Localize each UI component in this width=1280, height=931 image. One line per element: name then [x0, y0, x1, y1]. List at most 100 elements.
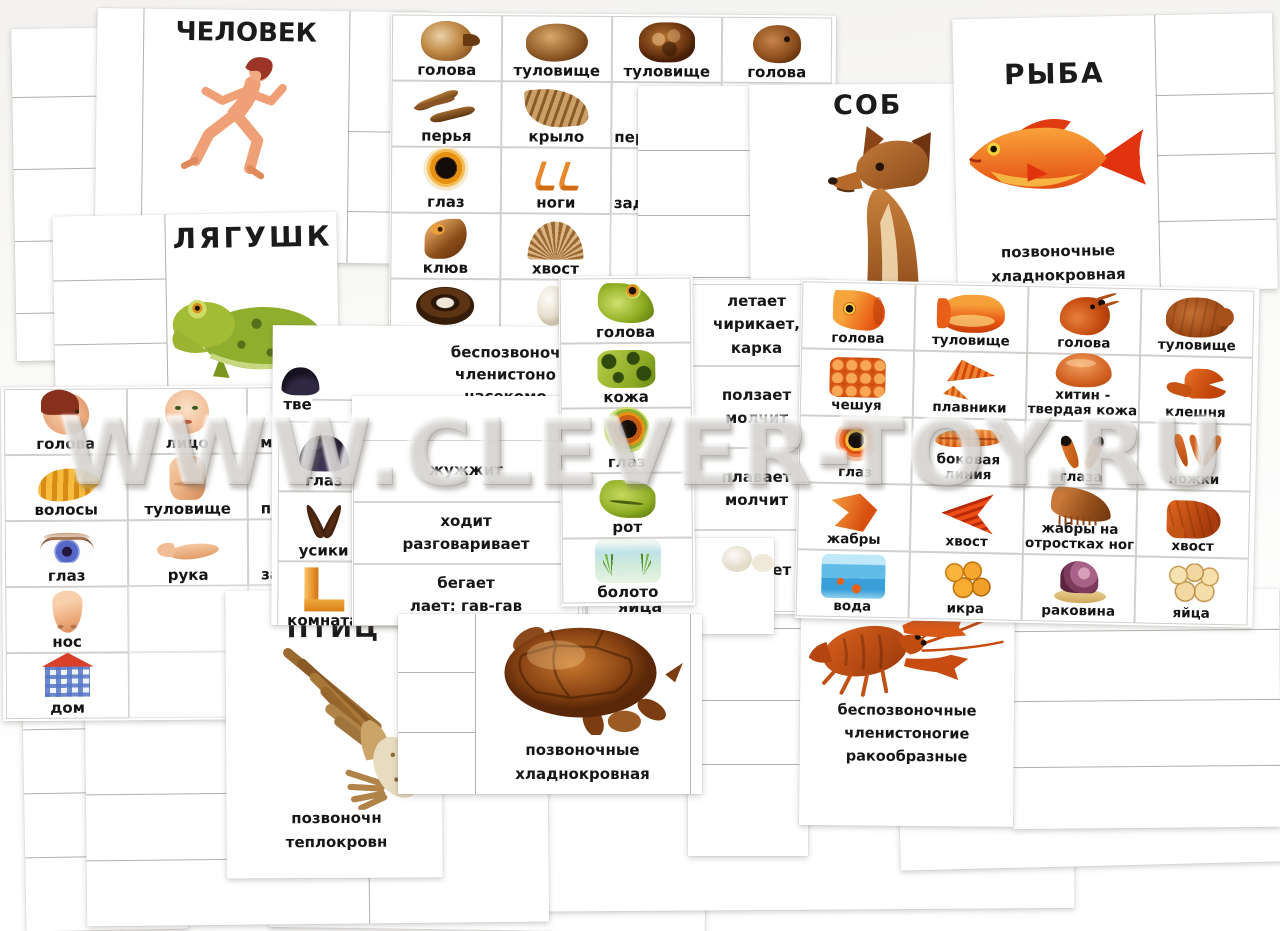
part-cell-label: ножки [1168, 471, 1220, 489]
lateral-icon [935, 425, 1004, 452]
fish-card-title: РЫБА [1003, 56, 1105, 92]
fins-icon [941, 359, 1000, 400]
part-cell: туловище [127, 453, 248, 521]
cray-tail-icon [1165, 500, 1221, 540]
part-cell: туловище [611, 15, 723, 83]
part-cell-label: дом [50, 698, 85, 717]
part-cell-label: клешня [1164, 404, 1226, 422]
part-cell-label: жабры на отростках ног [1024, 520, 1135, 554]
part-cell: клюв [390, 212, 501, 280]
part-cell: хвост [500, 213, 611, 280]
actions-grid: жужжит ходит разговаривает бегает лает: гав-… [353, 440, 579, 626]
bird-head-icon [420, 20, 474, 61]
part-cell-label: голова [747, 62, 807, 81]
part-cell: кожа [560, 342, 692, 409]
turtle-shell-icon [638, 21, 696, 63]
answer-cell: ползает молчит [689, 366, 824, 448]
part-cell: яйца [1134, 556, 1249, 626]
house-icon [42, 652, 92, 698]
turtle-card: позвоночные хладнокровная [398, 614, 702, 794]
part-cell-label: перья [421, 126, 472, 145]
frog-parts-grid: голова кожа глаз рот болото [559, 277, 694, 604]
part-cell-label: чешуя [831, 397, 882, 415]
part-cell: боковая линия [911, 417, 1026, 487]
grid-line [54, 342, 167, 346]
grid-line [690, 614, 691, 794]
fish-eye-icon [832, 420, 880, 466]
antennae-icon [297, 501, 351, 541]
swamp-icon [594, 538, 661, 583]
part-cell-label: клюв [422, 258, 469, 277]
part-cell-label: туловище [513, 60, 601, 80]
part-cell: икра [908, 551, 1023, 621]
answer-cell: летает чирикает, карка [689, 284, 824, 366]
part-cell-label: голова [831, 330, 885, 348]
part-cell: перья [391, 80, 502, 148]
turtle-image [504, 627, 683, 735]
part-cell: глаз [560, 406, 693, 474]
fish-parts-card: голова туловище голова туловище чешуя плавник… [794, 279, 1260, 628]
part-cell: ноги [500, 147, 612, 214]
grid-line [1157, 152, 1276, 157]
part-cell-label: яйца [1172, 605, 1210, 623]
nose-icon [51, 590, 83, 633]
part-cell-label: комната [287, 610, 360, 627]
part-cell-label: туловище [931, 332, 1010, 350]
part-cell: туловище [501, 15, 613, 82]
bird-feet-icon [526, 155, 586, 193]
nest-icon [416, 286, 475, 325]
frog-eye-icon [603, 406, 650, 453]
part-cell: крыло [501, 81, 612, 148]
part-cell-label: глаз [47, 566, 86, 585]
grid-line [1011, 628, 1280, 633]
grid-line [53, 278, 166, 282]
fish-card-caption: позвоночные хладнокровная [991, 241, 1126, 286]
claw-icon [1166, 366, 1227, 405]
grid-line [638, 277, 790, 278]
part-cell-label: раковина [1041, 602, 1116, 621]
torso-icon [169, 455, 206, 500]
part-cell-label: глаз [837, 464, 873, 481]
part-cell: хвост [909, 484, 1025, 554]
part-cell: голова [391, 14, 503, 82]
part-cell-label: вода [833, 598, 872, 615]
part-cell-label: кожа [603, 387, 649, 406]
part-cell-label: голова [595, 322, 656, 341]
fly-eye-icon [299, 434, 350, 472]
part-cell: нос [5, 586, 129, 654]
eye-orange-icon [422, 146, 470, 193]
tail-fin-icon [941, 493, 994, 534]
covered-cell: тве [280, 351, 322, 415]
feathers-icon [411, 86, 481, 126]
part-cell: хитин - твердая кожа [1025, 352, 1141, 423]
frog-card-title: ЛЯГУШК [172, 219, 333, 256]
part-cell-label: хитин - твердая кожа [1027, 386, 1138, 420]
part-cell: туловище [914, 283, 1029, 353]
part-cell: жабры [796, 482, 912, 552]
arm-icon [157, 535, 219, 565]
covered-cell-label: тве [283, 394, 312, 413]
gills-icon [831, 493, 878, 532]
scales-icon [828, 356, 886, 399]
part-cell: глаз [390, 146, 502, 214]
part-cell-label: голова [36, 434, 96, 453]
answer-cell: бегает лает: гав-гав [353, 564, 579, 626]
wing-icon [523, 84, 590, 131]
roe-icon [937, 560, 995, 602]
grid-line [398, 672, 475, 673]
dark-fragment-icon [281, 366, 320, 395]
frog-skin-icon [596, 349, 656, 388]
part-cell-label: усики [298, 540, 349, 560]
grid-line [1155, 92, 1274, 97]
part-cell-label: болото [597, 582, 659, 601]
chitin-icon [1054, 352, 1112, 389]
turtle-card-caption: позвоночные хладнокровная [515, 741, 650, 783]
frog-head-icon [597, 282, 654, 323]
part-cell-label: рот [612, 517, 643, 536]
answer-cell: жужжит [353, 440, 579, 502]
part-cell: голова [3, 388, 128, 456]
part-cell-label: хвост [945, 533, 988, 551]
grid-line [1011, 698, 1280, 703]
dog-card-title: СОБ [832, 89, 903, 122]
